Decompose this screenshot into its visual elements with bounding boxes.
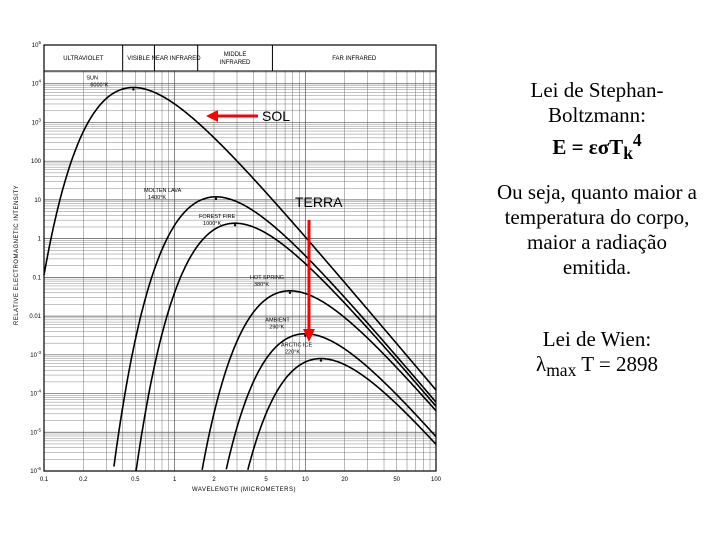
desc-line3: maior a radiação — [527, 230, 667, 254]
series-label: FOREST FIRE — [199, 214, 236, 220]
law2-formula: λmax T = 2898 — [472, 352, 720, 383]
series-label: MOLTEN LAVA — [144, 188, 182, 194]
x-tick-label: 1 — [173, 477, 177, 483]
series-peak-marker — [288, 291, 292, 294]
y-tick-label: 10 — [34, 198, 41, 204]
y-tick-label: 10-4 — [30, 389, 41, 398]
plot-frame — [43, 44, 437, 472]
series-line — [43, 86, 437, 391]
y-axis-title: RELATIVE ELECTROMAGNETIC INTENSITY — [14, 185, 20, 325]
series-line — [201, 290, 437, 471]
series-peak-marker — [132, 88, 135, 91]
stefan-boltzmann-law: Lei de Stephan- Boltzmann: E = εσTk4 — [472, 78, 720, 166]
band-label: VISIBLE — [127, 56, 150, 62]
law2-rest: T = 2898 — [576, 352, 658, 376]
series-peak-marker — [214, 197, 218, 201]
law2-lambda: λ — [536, 352, 547, 376]
desc-line4: emitida. — [562, 255, 632, 279]
x-tick-label: 100 — [431, 477, 442, 483]
wien-law: Lei de Wien: λmax T = 2898 — [472, 327, 720, 383]
series-label: SUN — [86, 75, 98, 81]
x-tick-label: 0.5 — [131, 477, 140, 483]
y-tick-label: 10-5 — [30, 427, 41, 436]
law1-formula-sup: 4 — [632, 130, 642, 150]
y-tick-label: 105 — [32, 40, 42, 49]
series-line — [225, 332, 437, 470]
law1-formula: E = εσTk4 — [472, 128, 720, 166]
y-tick-label: 0.01 — [29, 314, 41, 320]
series-label: 380°K — [254, 282, 269, 288]
x-axis-title: WAVELENGTH (MICROMETERS) — [192, 487, 296, 493]
x-tick-label: 0.1 — [40, 477, 49, 483]
series-line — [247, 357, 437, 471]
explanation-text: Ou seja, quanto maior a temperatura do c… — [472, 180, 720, 280]
sol-arrow-head — [206, 110, 218, 122]
series-line — [135, 222, 437, 471]
series-label: 290°K — [269, 325, 284, 331]
series-label: 1400°K — [148, 195, 166, 201]
band-label: INFRARED — [220, 60, 251, 66]
law1-formula-sub: k — [623, 143, 633, 164]
x-tick-label: 2 — [212, 477, 216, 483]
sol-annotation: SOL — [206, 108, 290, 124]
y-tick-label: 10-3 — [30, 350, 41, 359]
law1-line2: Boltzmann: — [548, 103, 646, 127]
law2-sub: max — [546, 360, 577, 381]
x-tick-label: 50 — [393, 477, 400, 483]
band-label: ULTRAVIOLET — [63, 56, 103, 62]
terra-arrow-head — [303, 329, 315, 342]
law1-formula-main: E = εσT — [552, 135, 624, 159]
y-tick-label: 1 — [38, 237, 42, 243]
band-label: FAR INFRARED — [332, 56, 377, 62]
terra-annotation: TERRA — [295, 194, 343, 342]
y-tick-label: 0.1 — [33, 275, 42, 281]
band-label: MIDDLE — [224, 52, 247, 58]
series-label: 1000°K — [203, 221, 221, 227]
series-label: 220°K — [285, 350, 300, 356]
law2-line1: Lei de Wien: — [542, 327, 652, 351]
y-tick-label: 100 — [31, 159, 42, 165]
x-tick-label: 10 — [302, 477, 309, 483]
series-label: 6000°K — [90, 82, 108, 88]
spectral-bands: ULTRAVIOLET VISIBLE NEAR INFRARED MIDDLE INF… — [43, 44, 437, 72]
x-tick-label: 5 — [264, 477, 268, 483]
y-tick-label: 104 — [32, 79, 42, 88]
series-line — [113, 196, 437, 467]
sol-label: SOL — [262, 108, 290, 124]
series-label: ARCTIC ICE — [281, 343, 313, 349]
series-peak-marker — [319, 359, 323, 362]
band-header — [43, 44, 437, 72]
x-tick-label: 0.2 — [79, 477, 88, 483]
chart-grid — [44, 45, 436, 471]
desc-line2: temperatura do corpo, — [504, 205, 690, 229]
series-label: AMBIENT — [265, 318, 290, 324]
terra-label: TERRA — [295, 194, 343, 210]
band-label: NEAR INFRARED — [152, 56, 202, 62]
series-peak-marker — [233, 224, 237, 227]
series-label: HOT SPRING — [250, 275, 284, 281]
desc-line1: Ou seja, quanto maior a — [496, 180, 698, 204]
y-tick-label: 103 — [32, 117, 42, 126]
x-tick-label: 20 — [341, 477, 348, 483]
y-tick-label: 10-6 — [30, 466, 41, 475]
law1-line1: Lei de Stephan- — [530, 78, 664, 102]
chart-axes: 0.1 0.2 0.5 1 2 5 10 20 50 100 105 104 103 100 10 1 0.1 0… — [29, 40, 441, 483]
chart-series — [43, 86, 437, 471]
